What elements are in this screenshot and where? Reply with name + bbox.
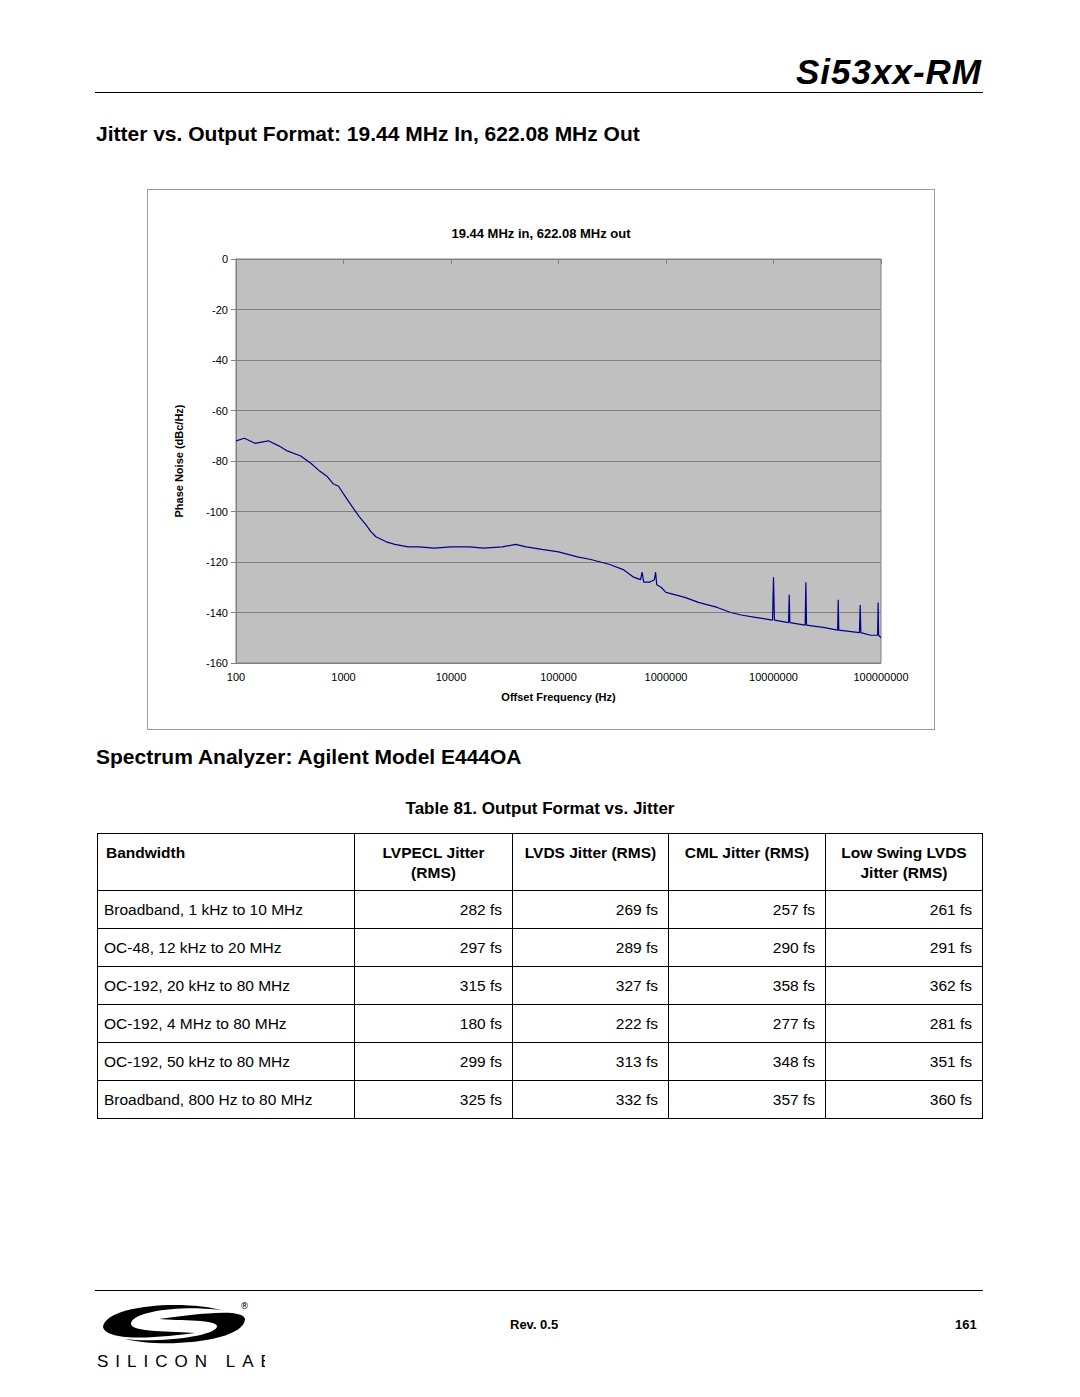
html-text:313 fs: 313 fs bbox=[615, 1052, 658, 1070]
html-text:299 fs: 299 fs bbox=[459, 1052, 502, 1070]
html-text:Broadband, 800 Hz to 80 MHz: Broadband, 800 Hz to 80 MHz bbox=[104, 1090, 313, 1108]
html-text:Broadband, 1 kHz to 10 MHz: Broadband, 1 kHz to 10 MHz bbox=[104, 900, 303, 918]
html-text:348 fs: 348 fs bbox=[772, 1052, 815, 1070]
html-text:Bandwidth: Bandwidth bbox=[106, 844, 186, 861]
html-text:351 fs: 351 fs bbox=[929, 1052, 972, 1070]
html-text:Si53xx-RM: Si53xx-RM bbox=[796, 52, 982, 91]
svg-text:SILICON LABS: SILICON LABS bbox=[97, 1352, 265, 1371]
html-text:362 fs: 362 fs bbox=[929, 976, 972, 994]
svg-text:Phase Noise (dBc/Hz): Phase Noise (dBc/Hz) bbox=[173, 404, 185, 517]
html-text:325 fs: 325 fs bbox=[459, 1090, 502, 1108]
html-text:261 fs: 261 fs bbox=[929, 900, 972, 918]
html-text:360 fs: 360 fs bbox=[929, 1090, 972, 1108]
html-text:257 fs: 257 fs bbox=[772, 900, 815, 918]
html-text:332 fs: 332 fs bbox=[615, 1090, 658, 1108]
svg-text:19.44 MHz in, 622.08 MHz out: 19.44 MHz in, 622.08 MHz out bbox=[451, 226, 631, 241]
html-text:OC-48, 12 kHz to 20 MHz: OC-48, 12 kHz to 20 MHz bbox=[104, 938, 282, 956]
svg-text:1000: 1000 bbox=[331, 671, 355, 683]
html-text:269 fs: 269 fs bbox=[615, 900, 658, 918]
svg-text:®: ® bbox=[240, 1301, 249, 1311]
html-text:Jitter vs. Output Format: 19.4: Jitter vs. Output Format: 19.44 MHz In, … bbox=[96, 122, 640, 145]
html-text:OC-192, 50 kHz to 80 MHz: OC-192, 50 kHz to 80 MHz bbox=[104, 1052, 291, 1070]
html-text:327 fs: 327 fs bbox=[615, 976, 658, 994]
html-text:357 fs: 357 fs bbox=[772, 1090, 815, 1108]
svg-text:10000000: 10000000 bbox=[749, 671, 798, 683]
html-text:CML Jitter (RMS): CML Jitter (RMS) bbox=[684, 844, 810, 861]
html-text:161: 161 bbox=[955, 1317, 977, 1332]
html-text:291 fs: 291 fs bbox=[929, 938, 972, 956]
html-text:315 fs: 315 fs bbox=[459, 976, 502, 994]
html-text:LVPECL Jitter (RMS): LVPECL Jitter (RMS) bbox=[382, 844, 485, 881]
html-text:OC-192, 20 kHz to 80 MHz: OC-192, 20 kHz to 80 MHz bbox=[104, 976, 291, 994]
svg-text:-40: -40 bbox=[212, 354, 228, 366]
html-text:222 fs: 222 fs bbox=[615, 1014, 658, 1032]
html-text:Table 81. Output Format vs. Ji: Table 81. Output Format vs. Jitter bbox=[405, 799, 675, 818]
svg-text:0: 0 bbox=[222, 253, 228, 265]
html-text:Spectrum Analyzer: Agilent Mod: Spectrum Analyzer: Agilent Model E444OA bbox=[96, 745, 522, 768]
svg-text:-80: -80 bbox=[212, 455, 228, 467]
html-text:180 fs: 180 fs bbox=[459, 1014, 502, 1032]
html-text:277 fs: 277 fs bbox=[772, 1014, 815, 1032]
html-text:282 fs: 282 fs bbox=[459, 900, 502, 918]
html-text:OC-192, 4 MHz to 80 MHz: OC-192, 4 MHz to 80 MHz bbox=[104, 1014, 287, 1032]
html-text:290 fs: 290 fs bbox=[772, 938, 815, 956]
svg-text:1000000: 1000000 bbox=[645, 671, 688, 683]
svg-text:10000: 10000 bbox=[436, 671, 467, 683]
html-text:Rev. 0.5: Rev. 0.5 bbox=[510, 1317, 559, 1332]
html-text:281 fs: 281 fs bbox=[929, 1014, 972, 1032]
svg-text:100000: 100000 bbox=[540, 671, 577, 683]
svg-text:-100: -100 bbox=[206, 506, 228, 518]
html-text:358 fs: 358 fs bbox=[772, 976, 815, 994]
svg-text:100000000: 100000000 bbox=[853, 671, 908, 683]
svg-text:-120: -120 bbox=[206, 556, 228, 568]
svg-text:-60: -60 bbox=[212, 405, 228, 417]
svg-text:Offset Frequency (Hz): Offset Frequency (Hz) bbox=[501, 691, 616, 703]
svg-text:100: 100 bbox=[227, 671, 245, 683]
html-text:LVDS Jitter (RMS): LVDS Jitter (RMS) bbox=[524, 844, 657, 861]
html-text:289 fs: 289 fs bbox=[615, 938, 658, 956]
svg-text:-160: -160 bbox=[206, 657, 228, 669]
svg-text:-140: -140 bbox=[206, 607, 228, 619]
html-text:Low Swing LVDS Jitter (RMS): Low Swing LVDS Jitter (RMS) bbox=[841, 844, 967, 881]
svg-text:-20: -20 bbox=[212, 304, 228, 316]
html-text:297 fs: 297 fs bbox=[459, 938, 502, 956]
